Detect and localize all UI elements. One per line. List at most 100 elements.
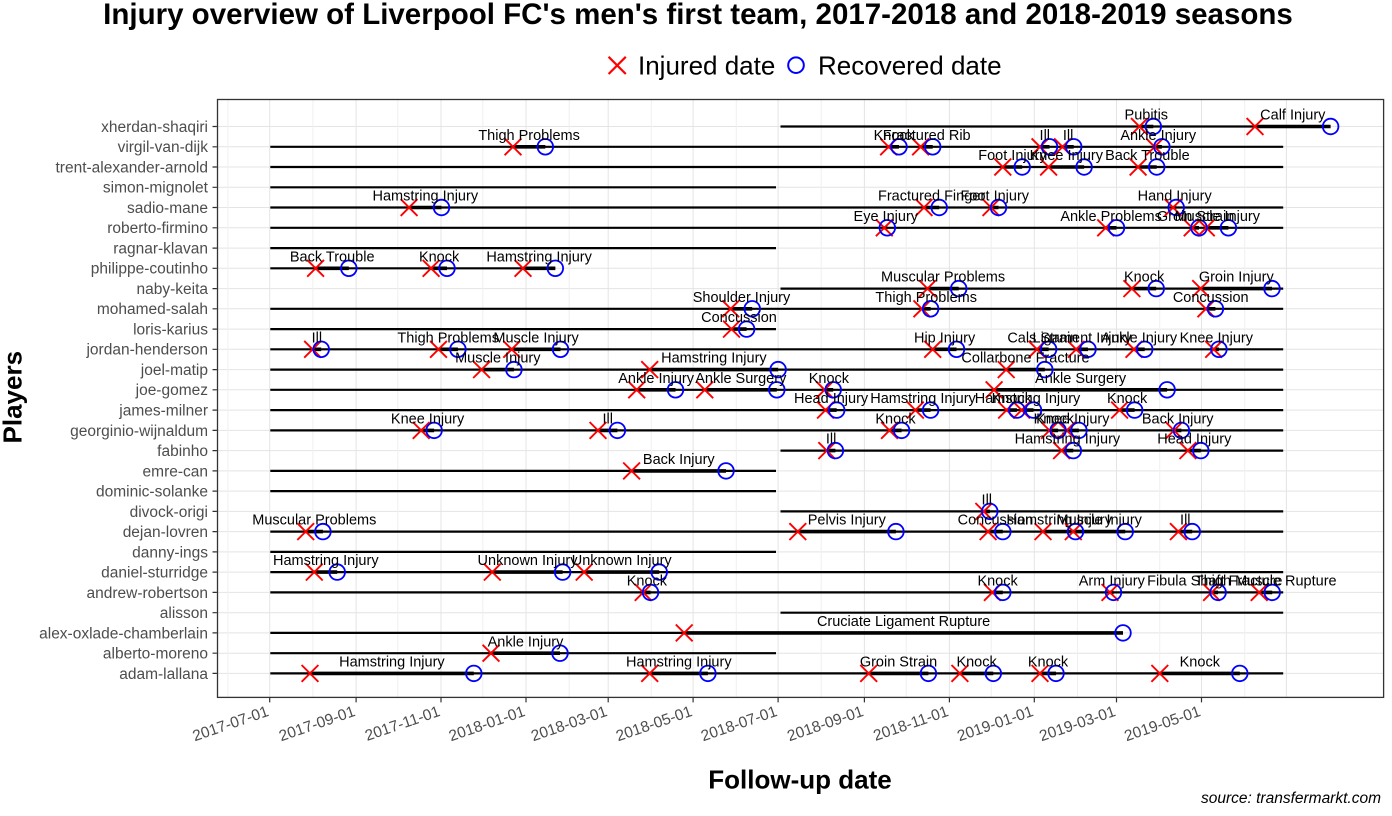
svg-text:Knock: Knock xyxy=(1124,270,1165,286)
svg-text:Muscle Injury: Muscle Injury xyxy=(1175,209,1261,225)
svg-text:divock-origi: divock-origi xyxy=(130,504,208,521)
svg-text:Knock: Knock xyxy=(1107,391,1148,407)
svg-text:james-milner: james-milner xyxy=(118,403,208,420)
svg-text:daniel-sturridge: daniel-sturridge xyxy=(101,565,208,582)
svg-text:Knock: Knock xyxy=(1034,412,1075,428)
svg-text:Injured date: Injured date xyxy=(638,51,775,81)
svg-text:Eye Injury: Eye Injury xyxy=(854,209,919,225)
svg-text:Groin Strain: Groin Strain xyxy=(860,655,937,671)
svg-text:alberto-moreno: alberto-moreno xyxy=(103,646,208,663)
svg-text:Follow-up date: Follow-up date xyxy=(708,765,891,795)
svg-text:danny-ings: danny-ings xyxy=(132,544,208,561)
svg-text:Hamstring Injury: Hamstring Injury xyxy=(1015,432,1121,448)
svg-text:sadio-mane: sadio-mane xyxy=(127,200,208,217)
svg-text:Calf Injury: Calf Injury xyxy=(1260,108,1326,124)
svg-text:Back Trouble: Back Trouble xyxy=(1105,148,1190,164)
svg-text:alex-oxlade-chamberlain: alex-oxlade-chamberlain xyxy=(39,625,208,642)
svg-text:Back Injury: Back Injury xyxy=(643,452,715,468)
svg-text:Fractured Finger: Fractured Finger xyxy=(878,189,985,205)
svg-text:Ill: Ill xyxy=(826,432,836,448)
svg-text:joe-gomez: joe-gomez xyxy=(135,382,208,399)
svg-text:Back Trouble: Back Trouble xyxy=(290,249,375,265)
svg-text:Knock: Knock xyxy=(874,128,915,144)
svg-text:Back Injury: Back Injury xyxy=(1142,412,1214,428)
svg-text:roberto-firmino: roberto-firmino xyxy=(107,220,208,237)
svg-text:Ankle Surgery: Ankle Surgery xyxy=(695,371,787,387)
svg-text:Hamstring Injury: Hamstring Injury xyxy=(373,189,479,205)
svg-text:Knock: Knock xyxy=(809,371,850,387)
svg-text:adam-lallana: adam-lallana xyxy=(119,666,208,683)
svg-text:Muscle Injury: Muscle Injury xyxy=(1056,513,1142,529)
svg-text:Unknown Injury: Unknown Injury xyxy=(572,553,673,569)
svg-text:Hamstring Injury: Hamstring Injury xyxy=(273,553,379,569)
svg-text:Hamstring Injury: Hamstring Injury xyxy=(626,655,732,671)
svg-text:Groin Strain: Groin Strain xyxy=(1157,209,1234,225)
svg-text:Collarbone Fracture: Collarbone Fracture xyxy=(961,351,1089,367)
svg-text:Knee Injury: Knee Injury xyxy=(1180,330,1254,346)
svg-text:simon-mignolet: simon-mignolet xyxy=(103,180,209,197)
svg-text:Ill: Ill xyxy=(1040,128,1050,144)
svg-text:Ligament Injury: Ligament Injury xyxy=(1033,330,1133,346)
svg-text:emre-can: emre-can xyxy=(143,463,208,480)
svg-text:virgil-van-dijk: virgil-van-dijk xyxy=(118,139,209,156)
svg-text:Players: Players xyxy=(0,351,28,444)
svg-text:Knock: Knock xyxy=(1180,655,1221,671)
svg-text:Thigh Problems: Thigh Problems xyxy=(397,330,499,346)
svg-text:Ankle Injury: Ankle Injury xyxy=(1101,330,1178,346)
svg-text:dejan-lovren: dejan-lovren xyxy=(123,524,208,541)
svg-text:Shoulder Injury: Shoulder Injury xyxy=(693,290,791,306)
svg-text:Thigh Problems: Thigh Problems xyxy=(478,128,580,144)
svg-text:Knock: Knock xyxy=(875,412,916,428)
svg-text:Hamstring Injury: Hamstring Injury xyxy=(870,391,976,407)
svg-text:source: transfermarkt.com: source: transfermarkt.com xyxy=(1201,790,1381,807)
svg-text:Concussion: Concussion xyxy=(701,310,777,326)
svg-text:Ankle Injury: Ankle Injury xyxy=(618,371,695,387)
svg-text:Muscular Problems: Muscular Problems xyxy=(881,270,1005,286)
svg-text:Ill: Ill xyxy=(312,330,322,346)
svg-text:fabinho: fabinho xyxy=(157,443,208,460)
svg-text:Cruciate Ligament Rupture: Cruciate Ligament Rupture xyxy=(817,614,990,630)
svg-text:Knock: Knock xyxy=(992,391,1033,407)
svg-text:georginio-wijnaldum: georginio-wijnaldum xyxy=(70,423,208,440)
svg-text:Foot Injury: Foot Injury xyxy=(961,189,1030,205)
svg-text:Knock: Knock xyxy=(419,249,460,265)
svg-text:Arm Injury: Arm Injury xyxy=(1079,574,1146,590)
svg-text:Ill: Ill xyxy=(982,493,992,509)
svg-text:ragnar-klavan: ragnar-klavan xyxy=(113,241,208,258)
svg-text:Unknown Injury: Unknown Injury xyxy=(478,553,579,569)
svg-text:mohamed-salah: mohamed-salah xyxy=(97,301,208,318)
svg-text:Fractured Rib: Fractured Rib xyxy=(883,128,971,144)
svg-text:Ankle Injury: Ankle Injury xyxy=(1120,128,1197,144)
svg-text:Muscular Problems: Muscular Problems xyxy=(252,513,376,529)
svg-text:Pelvis Injury: Pelvis Injury xyxy=(808,513,887,529)
svg-text:Recovered date: Recovered date xyxy=(818,51,1002,81)
svg-text:Head Injury: Head Injury xyxy=(1157,432,1232,448)
svg-text:Concussion: Concussion xyxy=(958,513,1034,529)
svg-text:Ankle Problems: Ankle Problems xyxy=(1060,209,1162,225)
svg-text:Hamstring Injury: Hamstring Injury xyxy=(339,655,445,671)
svg-text:Ankle Injury: Ankle Injury xyxy=(488,634,565,650)
svg-text:andrew-robertson: andrew-robertson xyxy=(87,585,208,602)
svg-text:Ill: Ill xyxy=(602,412,612,428)
svg-text:Groin Injury: Groin Injury xyxy=(1199,270,1275,286)
svg-text:dominic-solanke: dominic-solanke xyxy=(96,484,208,501)
svg-text:Knock: Knock xyxy=(1028,655,1069,671)
svg-text:Hamstring Injury: Hamstring Injury xyxy=(661,351,767,367)
svg-text:Hip Injury: Hip Injury xyxy=(914,330,976,346)
svg-text:Cals Strain: Cals Strain xyxy=(1007,330,1078,346)
svg-text:Knee Injury: Knee Injury xyxy=(391,412,465,428)
svg-text:Concussion: Concussion xyxy=(1173,290,1249,306)
svg-text:Fibula Shaft Fracture: Fibula Shaft Fracture xyxy=(1147,574,1282,590)
svg-text:naby-keita: naby-keita xyxy=(136,281,208,298)
svg-text:Head Injury: Head Injury xyxy=(794,391,869,407)
svg-text:Injury overview of Liverpool F: Injury overview of Liverpool FC's men's … xyxy=(103,0,1293,31)
svg-text:Knock: Knock xyxy=(627,574,668,590)
svg-text:Hand Injury: Hand Injury xyxy=(1138,189,1213,205)
svg-text:Hamstring Injury: Hamstring Injury xyxy=(975,391,1081,407)
svg-text:Ill: Ill xyxy=(1063,128,1073,144)
svg-text:joel-matip: joel-matip xyxy=(140,362,208,379)
svg-text:Muscle Injury: Muscle Injury xyxy=(493,330,579,346)
svg-text:Knock: Knock xyxy=(977,574,1018,590)
svg-text:Ankle Surgery: Ankle Surgery xyxy=(1035,371,1127,387)
svg-text:Hamstring Injury: Hamstring Injury xyxy=(486,249,592,265)
